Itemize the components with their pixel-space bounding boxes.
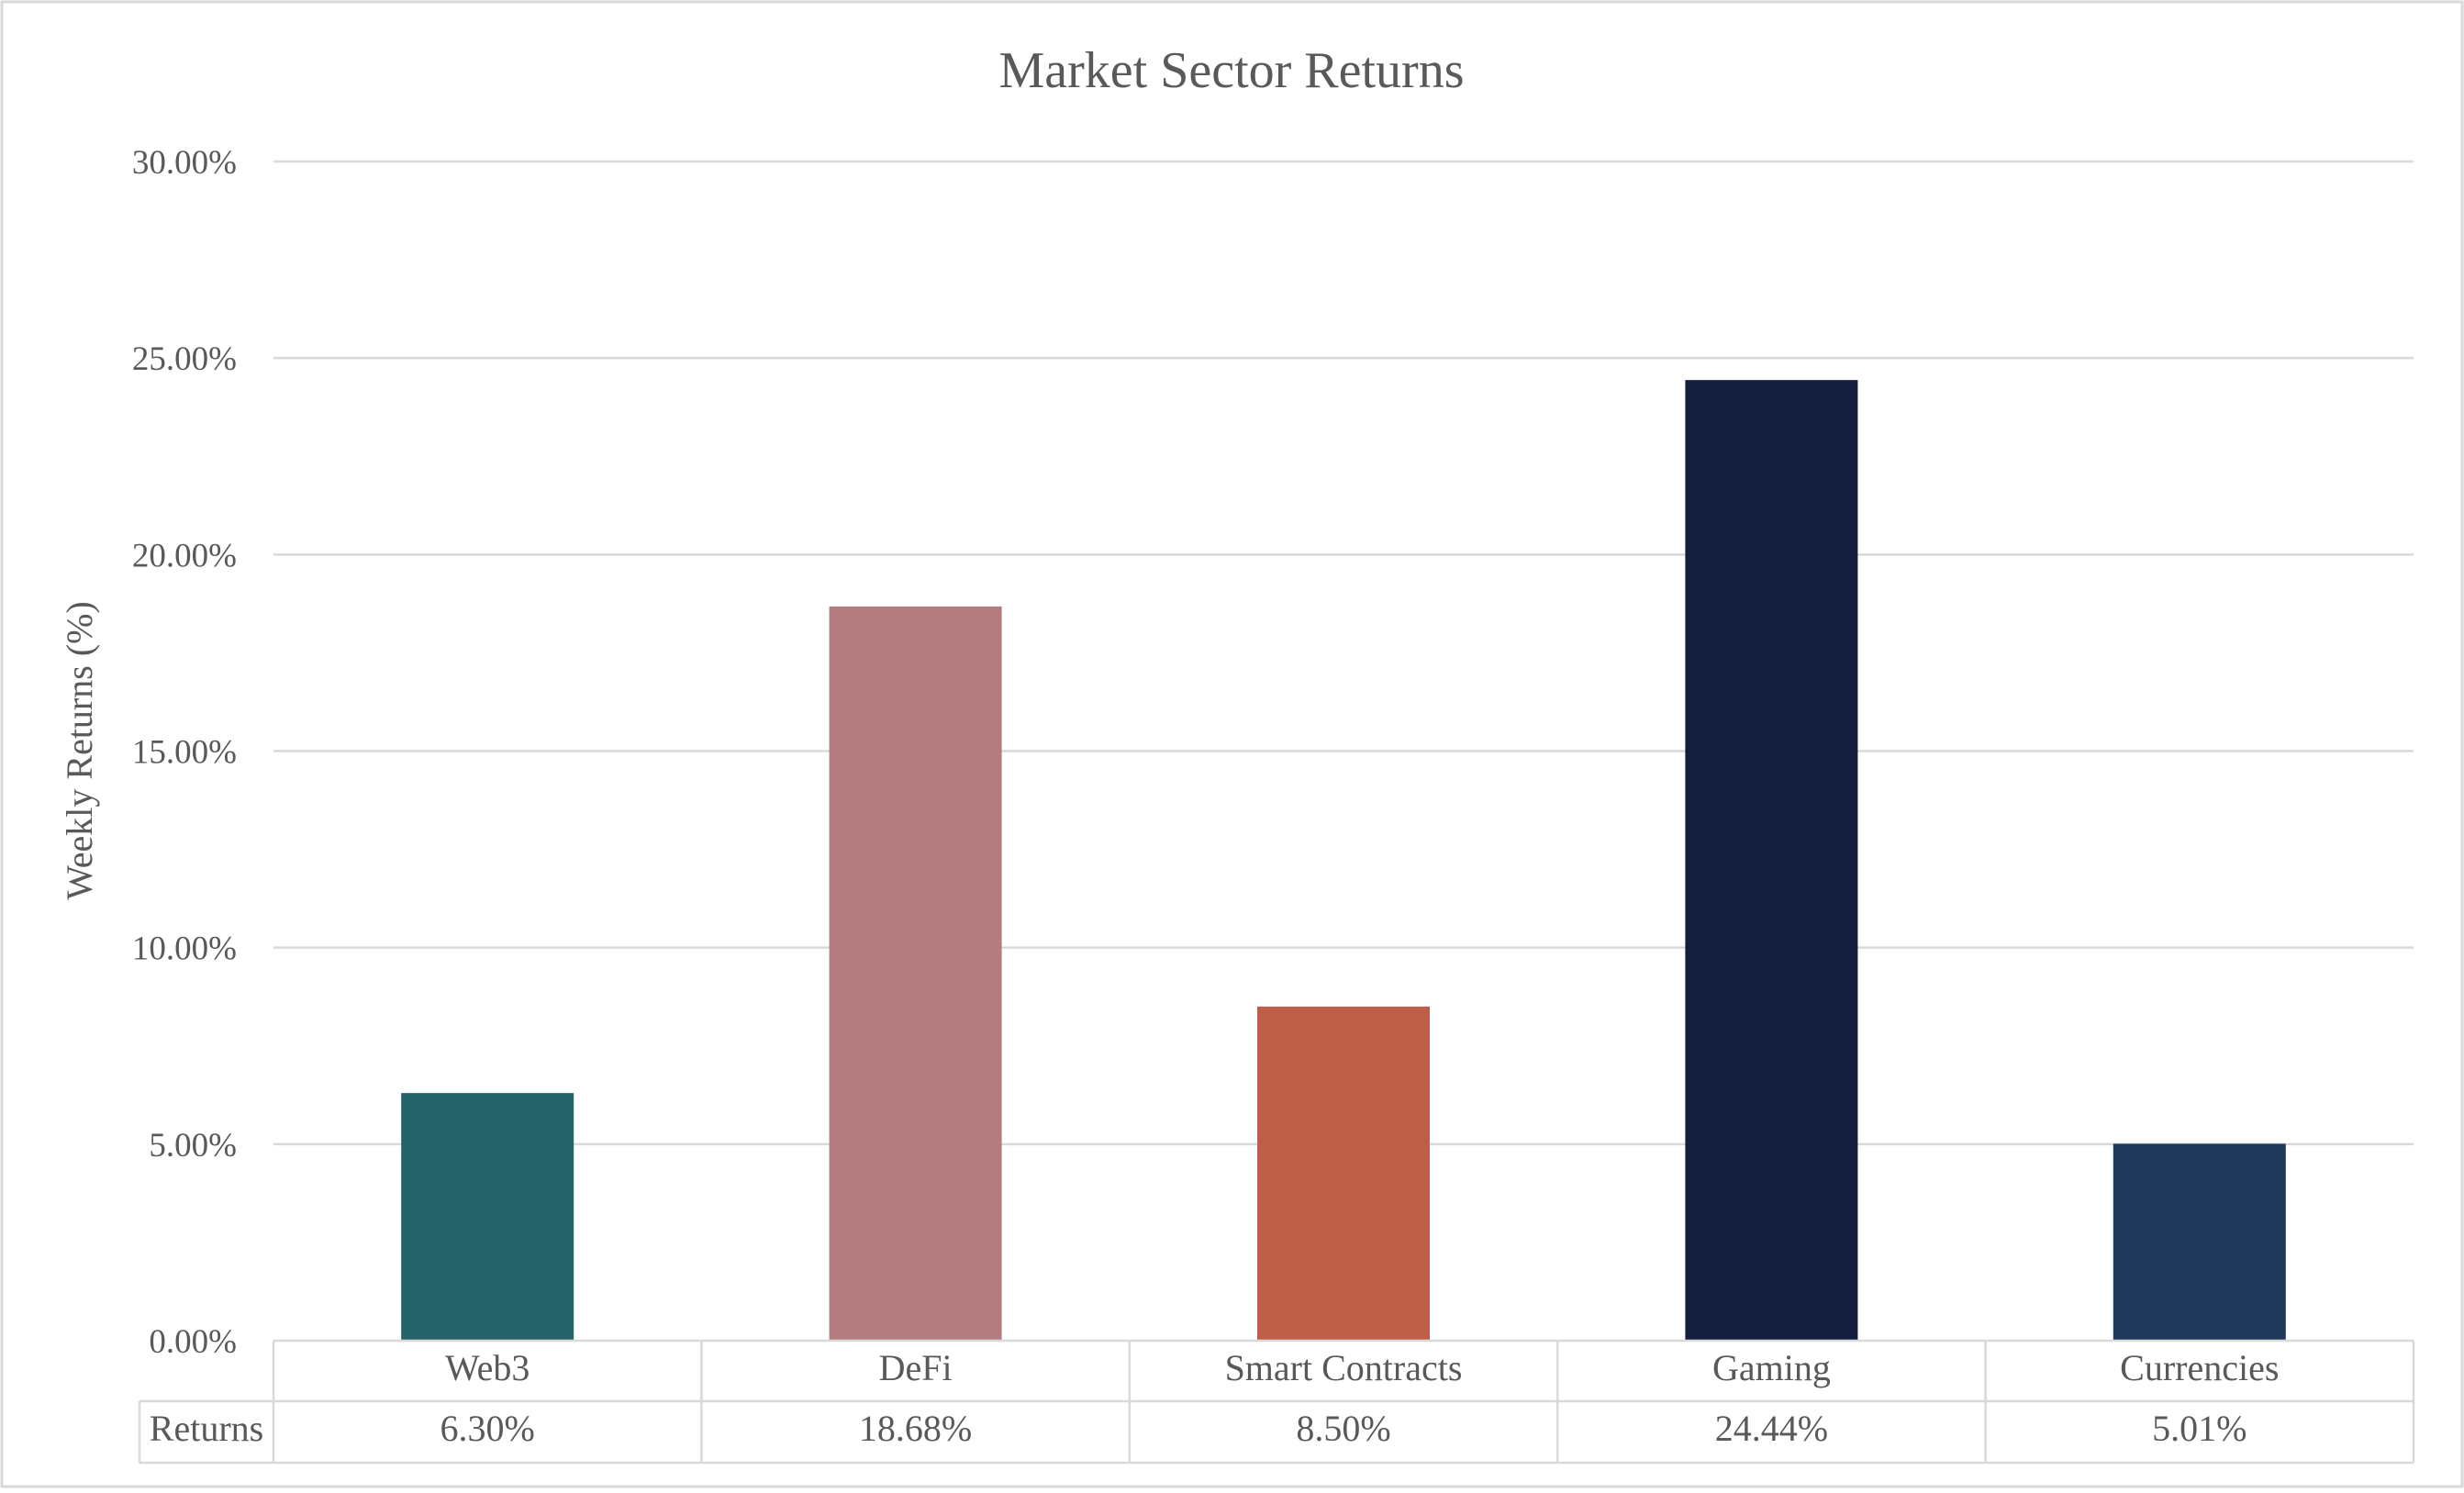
table-series-name: Returns [150, 1408, 263, 1449]
table-value: 6.30% [440, 1408, 535, 1449]
y-tick-label: 30.00% [132, 144, 237, 182]
bar-web3 [401, 1093, 574, 1341]
y-axis-label: Weekly Returns (%) [59, 601, 100, 900]
table-value: 8.50% [1296, 1408, 1390, 1449]
y-tick-label: 0.00% [149, 1323, 237, 1361]
bar-currencies [2113, 1143, 2286, 1341]
x-category-label: DeFi [879, 1347, 953, 1388]
data-table: Web3 DeFi Smart Contracts Gaming Currencies R… [138, 1339, 2415, 1465]
bar-smart-contracts [1257, 1006, 1430, 1341]
bar-gaming [1685, 380, 1858, 1341]
gridlines [273, 160, 2414, 1146]
bars [401, 380, 2286, 1341]
chart-title: Market Sector Returns [999, 42, 1465, 99]
y-tick-label: 10.00% [132, 930, 237, 968]
x-category-label: Web3 [445, 1347, 530, 1388]
y-axis-ticks: 0.00% 5.00% 10.00% 15.00% 20.00% 25.00% 30.00% [132, 144, 237, 1361]
bar-defi [829, 606, 1002, 1341]
x-category-label: Currencies [2120, 1347, 2279, 1388]
y-tick-label: 20.00% [132, 537, 237, 574]
x-category-label: Gaming [1712, 1347, 1831, 1388]
table-value: 5.01% [2152, 1408, 2247, 1449]
y-tick-label: 15.00% [132, 734, 237, 772]
y-tick-label: 5.00% [149, 1127, 237, 1164]
y-tick-label: 25.00% [132, 340, 237, 378]
table-value: 18.68% [859, 1408, 972, 1449]
x-category-label: Smart Contracts [1225, 1347, 1463, 1388]
table-value: 24.44% [1715, 1408, 1828, 1449]
